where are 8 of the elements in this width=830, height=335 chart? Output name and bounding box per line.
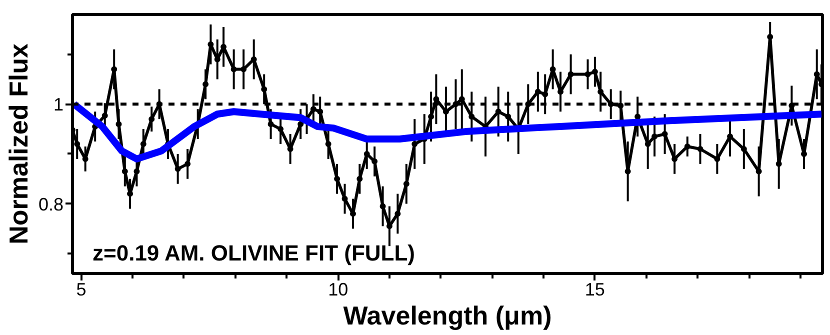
y-axis-title: Normalized Flux: [3, 43, 34, 244]
y-tick-label: 0.8: [38, 194, 64, 214]
x-tick-label: 15: [584, 280, 605, 300]
annotation: z=0.19 AM. OLIVINE FIT (FULL): [92, 240, 415, 266]
x-tick-label: 5: [76, 280, 86, 300]
x-tick-label: 10: [328, 280, 348, 300]
y-tick-label: 1: [53, 94, 64, 115]
x-axis-title: Wavelength (μm): [343, 300, 552, 330]
